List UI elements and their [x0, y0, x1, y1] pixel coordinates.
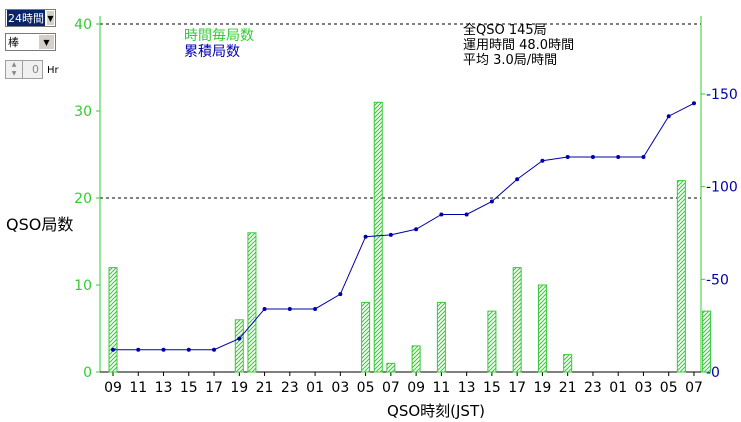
cumulative-point [363, 234, 368, 239]
cumulative-point [464, 212, 469, 217]
y-tick-label: 20 [74, 191, 92, 207]
hour-unit-label: Hr [47, 65, 59, 76]
stepper-up-icon[interactable]: ▲ [11, 61, 17, 68]
y-tick-label: 30 [74, 104, 92, 120]
x-tick-label: 05 [357, 380, 375, 396]
period-select-value: 24時間 [7, 10, 45, 26]
stepper-buttons[interactable]: ▲ ▼ [6, 61, 23, 78]
hourly-bar [702, 310, 712, 373]
x-tick-label: 09 [407, 380, 425, 396]
x-tick-label: 13 [458, 380, 476, 396]
x-axis-label: QSO時刻(JST) [387, 402, 485, 420]
cumulative-point [540, 158, 545, 163]
stat-average: 平均 3.0局/時間 [463, 53, 557, 68]
x-tick-label: 17 [508, 380, 526, 396]
x-tick-label: 05 [660, 380, 678, 396]
x-tick-label: 15 [180, 380, 198, 396]
cumulative-point [212, 347, 217, 352]
hourly-bar [537, 284, 547, 373]
hourly-bar [386, 362, 396, 373]
cumulative-point [313, 306, 318, 311]
chart-type-select[interactable]: 棒 ▼ [5, 33, 56, 51]
x-tick-label: 03 [331, 380, 349, 396]
legend-cumulative: 累積局数 [184, 44, 240, 60]
cumulative-point [186, 347, 191, 352]
cumulative-point [565, 155, 570, 160]
cumulative-point [489, 199, 494, 204]
x-tick-label: 07 [382, 380, 400, 396]
y-tick-label: 40 [74, 17, 92, 33]
cumulative-point [161, 347, 166, 352]
x-tick-label: 11 [129, 380, 147, 396]
hourly-bar [411, 345, 421, 373]
cumulative-point [439, 212, 444, 217]
cumulative-point [414, 227, 419, 232]
x-tick-label: 01 [609, 380, 627, 396]
chart-type-select-value: 棒 [8, 36, 19, 49]
x-tick-label: 11 [432, 380, 450, 396]
x-tick-label: 17 [205, 380, 223, 396]
hourly-bar [563, 354, 573, 373]
y-tick-label: 0 [83, 365, 92, 381]
x-tick-label: 15 [483, 380, 501, 396]
hourly-bar [361, 301, 371, 373]
y-axis-label: QSO局数 [6, 215, 74, 234]
cumulative-point [136, 347, 141, 352]
hourly-bar [676, 180, 686, 373]
y-tick-label: 10 [74, 278, 92, 294]
legend-hourly: 時間毎局数 [184, 28, 254, 44]
hour-value: 0 [32, 63, 39, 76]
cumulative-point [287, 306, 292, 311]
x-tick-label: 07 [685, 380, 703, 396]
y2-tick-label: -150 [706, 87, 738, 103]
hourly-bar [512, 267, 522, 373]
cumulative-point [111, 347, 115, 352]
y2-tick-label: -100 [706, 180, 738, 196]
hourly-bar [247, 232, 257, 373]
cumulative-point [338, 292, 343, 297]
hourly-bar [108, 267, 118, 373]
chevron-down-icon[interactable]: ▼ [38, 35, 54, 49]
cumulative-point [237, 336, 242, 341]
y2-tick-label: -50 [706, 272, 729, 288]
x-tick-label: 13 [155, 380, 173, 396]
stat-total: 全QSO 145局 [463, 22, 547, 38]
cumulative-point [691, 101, 696, 106]
x-tick-label: 19 [534, 380, 552, 396]
cumulative-point [616, 155, 621, 160]
cumulative-point [388, 232, 393, 237]
stat-hours: 運用時間 48.0時間 [463, 38, 574, 53]
hourly-bar [234, 319, 244, 373]
x-tick-label: 23 [584, 380, 602, 396]
cumulative-line [113, 102, 695, 351]
x-tick-label: 19 [230, 380, 248, 396]
hourly-bar [487, 310, 497, 373]
cumulative-point [590, 155, 595, 160]
chevron-down-icon[interactable]: ▼ [46, 11, 54, 25]
x-tick-label: 09 [104, 380, 122, 396]
cumulative-point [641, 155, 646, 160]
stepper-down-icon[interactable]: ▼ [11, 69, 17, 77]
hourly-bar [436, 301, 446, 373]
cumulative-point [262, 306, 267, 311]
cumulative-point [515, 177, 520, 182]
x-tick-label: 03 [635, 380, 653, 396]
hour-stepper[interactable]: ▲ ▼ 0 [5, 60, 43, 79]
period-select[interactable]: 24時間 ▼ [5, 9, 56, 27]
x-tick-label: 01 [306, 380, 324, 396]
x-tick-label: 23 [281, 380, 299, 396]
cumulative-point [666, 114, 671, 119]
x-tick-label: 21 [559, 380, 577, 396]
x-tick-label: 21 [256, 380, 274, 396]
hourly-bar [373, 101, 383, 373]
